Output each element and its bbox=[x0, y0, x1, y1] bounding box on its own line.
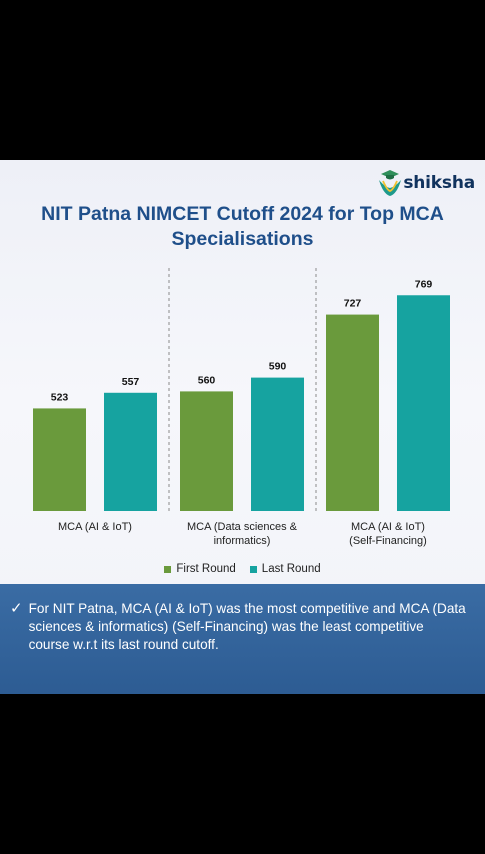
bar-g2-last-round bbox=[251, 377, 304, 511]
chart-card: shiksha NIT Patna NIMCET Cutoff 2024 for… bbox=[0, 160, 485, 694]
brand-name: shiksha bbox=[403, 173, 475, 193]
legend-label-last-round: Last Round bbox=[261, 563, 321, 575]
data-label-g2-first-round: 560 bbox=[198, 374, 216, 386]
legend-label-first-round: First Round bbox=[176, 563, 236, 575]
checkmark-icon: ✓ bbox=[10, 600, 23, 617]
bar-g3-first-round bbox=[326, 314, 379, 511]
chart-legend: First Round Last Round bbox=[0, 563, 485, 575]
data-label-g1-last-round: 557 bbox=[122, 376, 140, 388]
insight-banner: ✓ For NIT Patna, MCA (AI & IoT) was the … bbox=[0, 584, 485, 694]
graduate-cap-logo-icon bbox=[379, 170, 402, 196]
bar-g1-last-round bbox=[104, 392, 157, 511]
insight-text: For NIT Patna, MCA (AI & IoT) was the mo… bbox=[28, 601, 466, 652]
data-label-g1-first-round: 523 bbox=[51, 391, 69, 403]
chart-title: NIT Patna NIMCET Cutoff 2024 for Top MCA… bbox=[41, 203, 444, 250]
category-label-2: MCA (Data sciences & informatics) bbox=[187, 521, 298, 547]
legend-swatch-first-round bbox=[164, 565, 172, 573]
category-label-3: MCA (AI & IoT) (Self-Financing) bbox=[349, 521, 427, 547]
bar-g3-last-round bbox=[397, 295, 450, 511]
data-label-g3-last-round: 769 bbox=[415, 278, 433, 290]
legend-item-last-round: Last Round bbox=[249, 563, 321, 575]
data-label-g2-last-round: 590 bbox=[269, 361, 287, 373]
bar-chart: 523 557 MCA (AI & IoT) 560 590 MCA (Data scie… bbox=[33, 268, 450, 547]
data-label-g3-first-round: 727 bbox=[344, 298, 362, 310]
category-label-1: MCA (AI & IoT) bbox=[58, 521, 132, 533]
bar-g2-first-round bbox=[180, 391, 233, 511]
shiksha-logo: shiksha bbox=[377, 168, 475, 198]
legend-item-first-round: First Round bbox=[164, 563, 236, 575]
bar-g1-first-round bbox=[33, 408, 86, 511]
legend-swatch-last-round bbox=[249, 565, 257, 573]
